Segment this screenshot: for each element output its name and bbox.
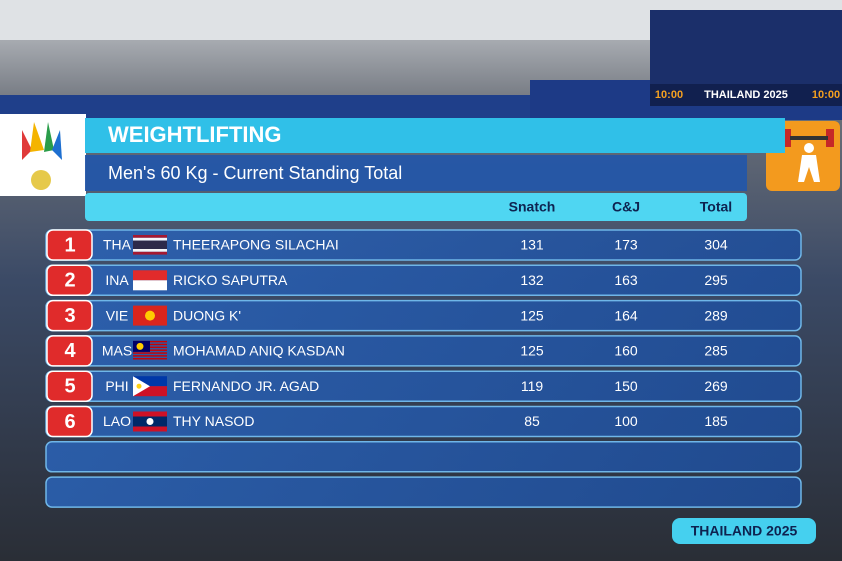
row-background	[45, 335, 802, 367]
athlete-name: THEERAPONG SILACHAI	[173, 237, 339, 253]
score: 289	[704, 307, 728, 323]
country-code: INA	[105, 272, 129, 288]
rank: 1	[64, 234, 75, 256]
flag-stripe	[133, 240, 167, 249]
athlete-name: RICKO SAPUTRA	[173, 272, 288, 288]
footer-pill	[672, 518, 816, 544]
rank: 3	[64, 305, 75, 327]
score: 85	[524, 413, 540, 429]
column-header-bar	[85, 193, 747, 221]
flag-stripe	[133, 270, 167, 281]
banner	[0, 95, 530, 120]
flag-stripe	[133, 237, 167, 241]
row-background	[45, 405, 802, 438]
weightlifting-icon	[783, 129, 834, 182]
rank: 4	[64, 340, 76, 362]
rank: 5	[64, 375, 75, 397]
flag-stripe	[133, 358, 167, 360]
score: 164	[614, 307, 638, 323]
rank-badge	[46, 335, 93, 367]
score: 163	[614, 272, 638, 288]
title: WEIGHTLIFTING	[108, 122, 282, 147]
score: 269	[704, 378, 728, 394]
flag-star	[145, 310, 155, 321]
country-code: LAO	[103, 413, 131, 429]
athlete-name: MOHAMAD ANIQ KASDAN	[173, 343, 345, 359]
clock: 10:00	[655, 89, 683, 101]
athlete-name: THY NASOD	[173, 413, 254, 429]
rank: 6	[64, 411, 75, 433]
title-bar	[85, 118, 785, 153]
flag-stripe	[133, 355, 167, 357]
row-background	[45, 299, 802, 332]
row-background	[45, 229, 802, 261]
screen-brand: THAILAND 2025	[704, 89, 788, 101]
footer: THAILAND 2025	[691, 523, 798, 539]
subtitle-bar	[85, 155, 747, 191]
flag-disc	[146, 418, 154, 425]
rank-badge	[46, 264, 93, 297]
clock: 10:00	[812, 89, 840, 101]
score: 100	[614, 413, 638, 429]
score: 125	[520, 307, 544, 323]
score: 119	[521, 378, 544, 394]
athlete-name: FERNANDO JR. AGAD	[173, 378, 319, 394]
score: 285	[704, 343, 728, 359]
flag-moon	[136, 342, 144, 350]
country-code: MAS	[102, 343, 132, 359]
country-code: THA	[103, 237, 132, 253]
score: 125	[520, 343, 544, 359]
video-screen	[650, 10, 842, 85]
standings: Snatch C&J Total 1 THA THEERAPONG SILACHAI 131…	[45, 199, 802, 508]
flag-stripe	[133, 386, 167, 397]
rank: 2	[64, 270, 75, 292]
row-background	[45, 370, 802, 402]
flag-stripe	[133, 352, 167, 354]
column-header: Total	[700, 199, 732, 215]
score: 131	[520, 237, 544, 253]
column-header: Snatch	[509, 199, 556, 215]
rank-badge	[46, 370, 93, 402]
row-background	[45, 441, 802, 473]
score: 185	[704, 413, 728, 429]
subtitle: Men's 60 Kg - Current Standing Total	[108, 163, 402, 183]
country-code: VIE	[106, 307, 129, 323]
flag-sun	[136, 383, 142, 389]
row-background	[45, 264, 802, 297]
flag-stripe	[133, 251, 167, 255]
rank-badge	[46, 405, 93, 438]
flag-stripe	[133, 249, 167, 252]
score: 160	[614, 343, 638, 359]
rank-badge	[46, 229, 93, 261]
flag-stripe	[133, 280, 167, 291]
rank-badge	[46, 299, 93, 332]
athlete-name: DUONG K'	[173, 307, 241, 323]
score: 150	[614, 378, 638, 394]
flag-stripe	[133, 376, 167, 387]
score: 295	[704, 272, 728, 288]
row-background	[45, 476, 802, 508]
column-header: C&J	[612, 199, 640, 215]
games-logo	[22, 122, 62, 190]
score: 132	[520, 272, 544, 288]
screen-strip	[650, 84, 842, 106]
country-code: PHI	[105, 378, 128, 394]
score: 173	[614, 237, 638, 253]
flag-stripe	[133, 235, 167, 238]
score: 304	[704, 237, 728, 253]
